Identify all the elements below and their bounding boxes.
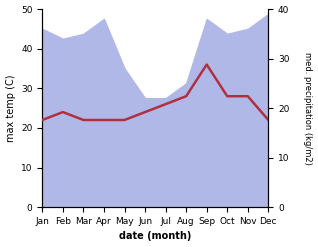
X-axis label: date (month): date (month) [119,231,191,242]
Y-axis label: max temp (C): max temp (C) [5,74,16,142]
Y-axis label: med. precipitation (kg/m2): med. precipitation (kg/m2) [303,52,313,165]
